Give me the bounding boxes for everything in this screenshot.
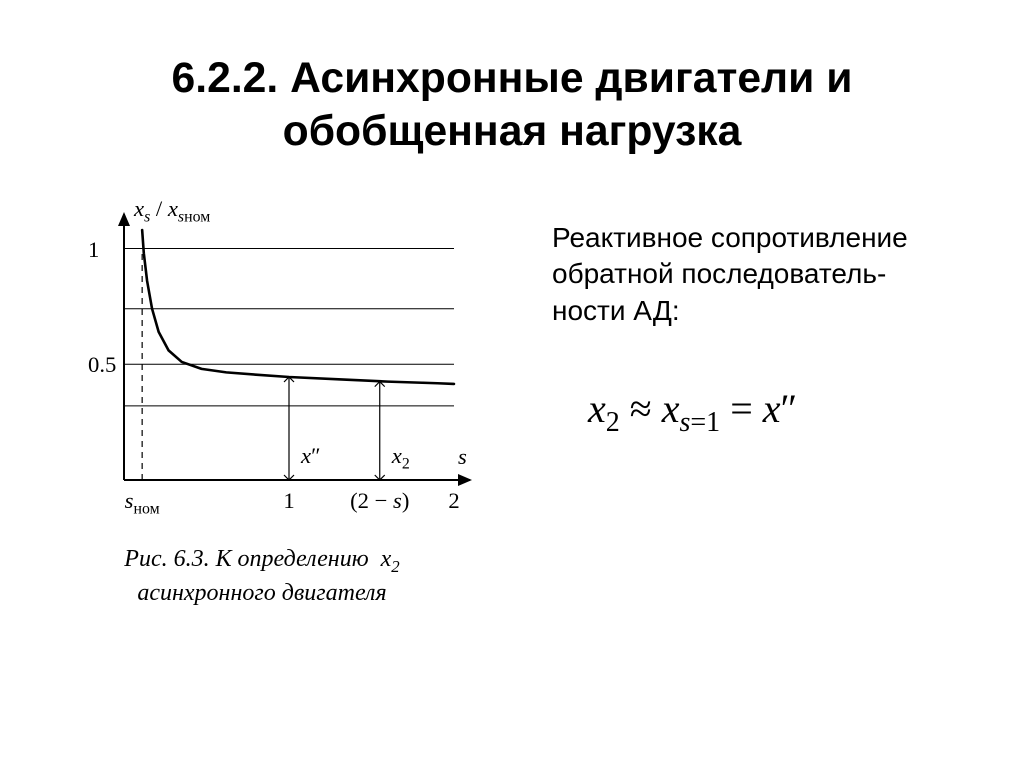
chart-label: 2: [448, 488, 459, 514]
chart-label: x2: [392, 443, 410, 474]
title-line-2: обобщенная нагрузка: [283, 107, 742, 155]
content-row: xs / xsном s 1 0.5 sном 1 (2 − s) 2 x″ x2 Рис. 6.…: [42, 190, 908, 609]
page-title: 6.2.2. Асинхронные двигатели и обобщенна…: [0, 52, 1024, 159]
chart-label: x″: [301, 443, 321, 469]
chart-label: 0.5: [88, 352, 116, 378]
formula: x2 ≈ xs=1 = x″: [588, 385, 908, 439]
caption-line-2: асинхронного двигателя: [137, 580, 386, 606]
chart-label: sном: [125, 488, 160, 519]
chart-label: 1: [283, 488, 294, 514]
chart-label: s: [458, 444, 467, 470]
title-line-1: 6.2.2. Асинхронные двигатели и: [172, 54, 853, 102]
caption-line-1: Рис. 6.3. К определению x2: [124, 546, 399, 572]
chart-column: xs / xsном s 1 0.5 sном 1 (2 − s) 2 x″ x2 Рис. 6.…: [42, 190, 482, 609]
chart-holder: xs / xsном s 1 0.5 sном 1 (2 − s) 2 x″ x2: [42, 190, 482, 530]
chart-label: (2 − s): [350, 488, 409, 514]
right-column: Реактивное сопротивление обратной последо…: [552, 190, 908, 439]
figure-caption: Рис. 6.3. К определению x2 асинхронного …: [124, 544, 399, 609]
description-line: ности АД:: [552, 295, 680, 326]
description-line: Реактивное сопротивление: [552, 222, 908, 253]
description-line: обратной последователь-: [552, 258, 886, 289]
chart-label: 1: [88, 237, 99, 263]
chart-label: xs / xsном: [134, 196, 210, 227]
description-text: Реактивное сопротивление обратной последо…: [552, 220, 908, 329]
